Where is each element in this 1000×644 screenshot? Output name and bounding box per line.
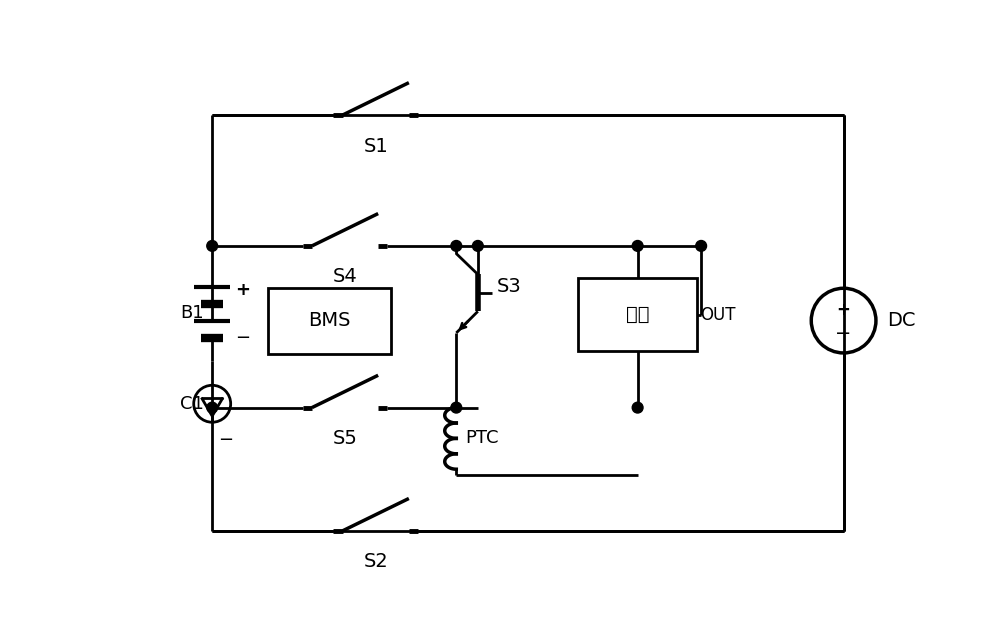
Text: S2: S2 — [363, 553, 388, 571]
Text: −: − — [835, 324, 852, 343]
Text: OUT: OUT — [700, 306, 736, 324]
Text: PTC: PTC — [466, 430, 499, 448]
Text: +: + — [837, 301, 851, 319]
Circle shape — [472, 240, 483, 251]
Text: S5: S5 — [333, 429, 357, 448]
Text: DC: DC — [887, 311, 916, 330]
Text: S4: S4 — [333, 267, 357, 287]
Text: S1: S1 — [363, 137, 388, 156]
Circle shape — [632, 402, 643, 413]
Bar — [268, 289, 391, 354]
Text: C1: C1 — [180, 395, 204, 413]
Text: BMS: BMS — [308, 312, 350, 330]
Text: 负载: 负载 — [626, 305, 649, 325]
Text: S3: S3 — [497, 277, 522, 296]
Text: +: + — [235, 281, 250, 299]
Bar — [578, 278, 697, 352]
Circle shape — [207, 240, 218, 251]
Circle shape — [451, 402, 462, 413]
Circle shape — [696, 240, 707, 251]
Circle shape — [632, 240, 643, 251]
Circle shape — [207, 402, 218, 413]
Circle shape — [451, 240, 462, 251]
Text: −: − — [218, 431, 234, 450]
Text: −: − — [235, 328, 250, 346]
Text: B1: B1 — [180, 304, 203, 322]
